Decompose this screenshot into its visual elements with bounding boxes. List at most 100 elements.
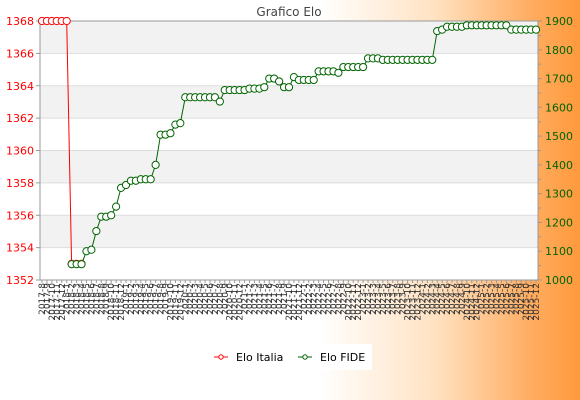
- x-tick-label: 2020-3: [191, 283, 201, 315]
- x-tick-label: 2019-2: [127, 283, 137, 315]
- x-tick-label: 2019-10: [166, 283, 176, 321]
- x-tick-label: 2025-12: [532, 283, 542, 321]
- x-axis: 2017-82017-92017-102017-112017-122018-12…: [38, 280, 542, 321]
- right-tick-label: 1200: [545, 216, 573, 229]
- x-tick-label: 2022-11: [349, 283, 359, 321]
- x-tick-label: 2021-10: [285, 283, 295, 321]
- left-tick-label: 1366: [6, 47, 34, 60]
- right-tick-label: 1300: [545, 188, 573, 201]
- series-point: [309, 75, 318, 85]
- x-tick-label: 2021-3: [250, 283, 260, 315]
- x-tick-label: 2023-5: [379, 283, 389, 315]
- left-tick-label: 1354: [6, 242, 34, 255]
- x-tick-label: 2023-8: [394, 283, 404, 315]
- x-tick-label: 2022-5: [320, 283, 330, 315]
- plot-bands: [40, 21, 538, 280]
- x-tick-label: 2020-8: [216, 283, 226, 315]
- left-tick-label: 1360: [6, 145, 34, 158]
- x-tick-label: 2024-3: [428, 283, 438, 315]
- x-tick-label: 2023-12: [413, 283, 423, 321]
- x-tick-label: 2017-11: [53, 283, 63, 321]
- x-tick-label: 2025-1: [478, 283, 488, 315]
- series-point: [146, 175, 155, 184]
- x-tick-label: 2020-11: [231, 283, 241, 321]
- x-tick-label: 2017-10: [48, 283, 58, 321]
- x-tick-label: 2021-5: [260, 283, 270, 315]
- legend-label: Elo Italia: [236, 351, 283, 364]
- x-tick-label: 2020-12: [236, 283, 246, 321]
- x-tick-label: 2019-3: [132, 283, 142, 315]
- series-point: [428, 55, 437, 64]
- series-point: [112, 202, 121, 211]
- left-tick-label: 1364: [6, 80, 34, 93]
- series-point: [87, 245, 96, 254]
- right-tick-label: 1500: [545, 130, 573, 143]
- x-tick-label: 2023-2: [364, 283, 374, 315]
- series-point: [275, 77, 284, 86]
- x-tick-label: 2023-3: [369, 283, 379, 315]
- x-tick-label: 2025-11: [527, 283, 537, 321]
- x-tick-label: 2018-2: [68, 283, 78, 315]
- x-tick-label: 2018-7: [92, 283, 102, 315]
- series-point: [176, 119, 185, 128]
- plot-band: [40, 150, 538, 183]
- series-point: [334, 68, 343, 77]
- right-tick-label: 1400: [545, 159, 573, 172]
- series-point: [531, 25, 541, 34]
- plot-band: [40, 53, 538, 86]
- x-tick-label: 2018-1: [63, 283, 73, 315]
- x-tick-label: 2025-10: [522, 283, 532, 321]
- x-tick-label: 2023-11: [409, 283, 419, 321]
- series-point: [92, 226, 101, 236]
- x-tick-label: 2024-11: [468, 283, 478, 321]
- x-tick-label: 2019-9: [162, 283, 172, 315]
- left-tick-label: 1352: [6, 274, 34, 287]
- left-tick-label: 1356: [6, 209, 34, 222]
- x-tick-label: 2025-9: [517, 283, 527, 315]
- x-tick-label: 2019-4: [137, 283, 147, 315]
- x-tick-label: 2023-9: [399, 283, 409, 315]
- legend-box: [206, 344, 372, 370]
- x-tick-label: 2024-9: [458, 283, 468, 315]
- x-tick-label: 2020-6: [206, 283, 216, 315]
- x-tick-label: 2021-1: [241, 283, 251, 315]
- x-tick-label: 2019-6: [147, 283, 157, 315]
- plot-band: [40, 247, 538, 280]
- x-tick-label: 2021-2: [245, 283, 255, 315]
- legend: Elo Italia Elo FIDE: [206, 344, 372, 370]
- right-tick-label: 1100: [545, 245, 573, 258]
- left-tick-label: 1358: [6, 177, 34, 190]
- x-tick-label: 2023-6: [384, 283, 394, 315]
- x-tick-label: 2023-7: [389, 283, 399, 315]
- right-tick-label: 1800: [545, 44, 573, 57]
- x-tick-label: 2023-10: [404, 283, 414, 321]
- x-tick-label: 2020-7: [211, 283, 221, 315]
- x-tick-label: 2022-7: [329, 283, 339, 315]
- x-tick-label: 2023-1: [359, 283, 369, 315]
- x-tick-label: 2022-10: [344, 283, 354, 321]
- x-tick-label: 2019-12: [176, 283, 186, 321]
- x-tick-label: 2024-7: [448, 283, 458, 315]
- x-tick-label: 2019-5: [142, 283, 152, 315]
- x-tick-label: 2021-11: [290, 283, 300, 321]
- right-tick-label: 1000: [545, 274, 573, 287]
- chart-title: Grafico Elo: [256, 5, 321, 19]
- legend-swatch-point: [302, 354, 308, 360]
- x-tick-label: 2024-1: [418, 283, 428, 315]
- x-tick-label: 2017-8: [38, 283, 48, 315]
- x-tick-label: 2022-3: [310, 283, 320, 315]
- right-tick-label: 1900: [545, 15, 573, 28]
- series-layer: [37, 16, 541, 269]
- x-tick-label: 2018-10: [107, 283, 117, 321]
- x-tick-label: 2024-2: [423, 283, 433, 315]
- plot-band: [40, 215, 538, 248]
- x-tick-label: 2022-9: [339, 283, 349, 315]
- plot-band: [40, 118, 538, 151]
- x-tick-label: 2020-1: [181, 283, 191, 315]
- x-tick-label: 2024-6: [443, 283, 453, 315]
- x-tick-label: 2022-8: [334, 283, 344, 315]
- right-axis: 1000 1100 1200 1300 1400 1500 1600 1700 1800 1900: [538, 15, 573, 287]
- x-tick-label: 2017-12: [58, 283, 68, 321]
- x-tick-label: 2018-4: [78, 283, 88, 315]
- x-tick-label: 2017-9: [43, 283, 53, 315]
